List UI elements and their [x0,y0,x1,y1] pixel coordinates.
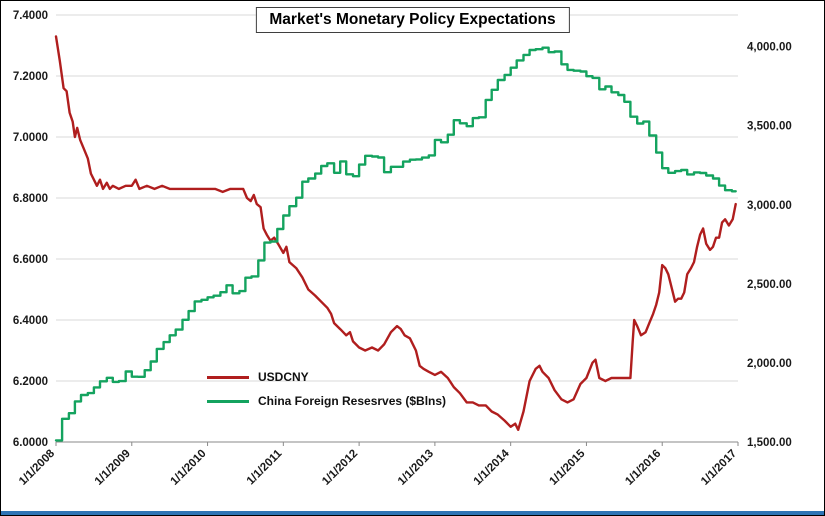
svg-text:2,500.00: 2,500.00 [747,279,792,291]
svg-text:1,500.00: 1,500.00 [747,437,792,449]
bottom-accent-bar [1,511,824,515]
svg-text:3,500.00: 3,500.00 [747,121,792,133]
svg-text:3,000.00: 3,000.00 [747,200,792,212]
legend: USDCNY China Foreign Resesrves ($Blns) [207,370,446,408]
svg-text:1/1/2009: 1/1/2009 [93,448,133,488]
svg-text:1/1/2012: 1/1/2012 [320,448,360,488]
svg-text:7.2000: 7.2000 [13,71,48,83]
usdcny-line-swatch [207,375,249,379]
svg-text:1/1/2010: 1/1/2010 [169,448,209,488]
svg-text:6.8000: 6.8000 [13,193,48,205]
svg-text:1/1/2013: 1/1/2013 [396,448,436,488]
svg-text:1/1/2016: 1/1/2016 [623,448,663,488]
legend-item-usdcny: USDCNY [207,370,446,384]
svg-text:6.6000: 6.6000 [13,254,48,266]
reserves-line-swatch [207,399,249,403]
svg-text:7.0000: 7.0000 [13,132,48,144]
svg-text:1/1/2011: 1/1/2011 [245,447,285,487]
svg-text:1/1/2017: 1/1/2017 [699,448,739,488]
chart-title: Market's Monetary Policy Expectations [255,7,570,33]
svg-text:2,000.00: 2,000.00 [747,358,792,370]
legend-item-reserves: China Foreign Resesrves ($Blns) [207,394,446,408]
legend-label-usdcny: USDCNY [258,370,309,384]
svg-text:1/1/2014: 1/1/2014 [472,447,513,488]
svg-text:1/1/2015: 1/1/2015 [547,447,588,488]
svg-text:4,000.00: 4,000.00 [747,42,792,54]
svg-text:6.2000: 6.2000 [13,376,48,388]
svg-text:1/1/2008: 1/1/2008 [17,447,58,488]
svg-text:6.4000: 6.4000 [13,315,48,327]
legend-label-reserves: China Foreign Resesrves ($Blns) [258,394,447,408]
svg-text:6.0000: 6.0000 [13,437,48,449]
svg-text:7.4000: 7.4000 [13,10,48,22]
